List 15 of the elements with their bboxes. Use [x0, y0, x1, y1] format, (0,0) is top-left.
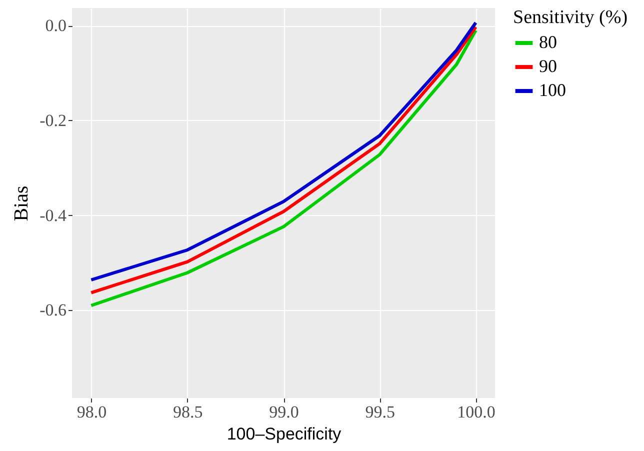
- x-tick-label: 100.0: [457, 402, 496, 422]
- legend-label: 80: [539, 32, 557, 52]
- x-tick-label: 99.5: [365, 402, 396, 422]
- x-axis-title: 100–Specificity: [226, 424, 342, 444]
- y-tick-label: -0.4: [40, 206, 67, 225]
- y-tick-label: -0.2: [40, 110, 66, 130]
- x-tick-label: 99.0: [269, 402, 299, 422]
- x-tick-label: 98.5: [172, 402, 203, 422]
- legend-label: 90: [539, 56, 557, 76]
- x-tick-label: 98.0: [76, 402, 107, 422]
- y-tick-label: 0.0: [45, 16, 66, 36]
- legend-title: Sensitivity (%): [513, 7, 628, 28]
- y-tick-label: -0.6: [40, 300, 66, 320]
- y-axis-title: Bias: [10, 186, 33, 222]
- legend-label: 100: [539, 80, 566, 100]
